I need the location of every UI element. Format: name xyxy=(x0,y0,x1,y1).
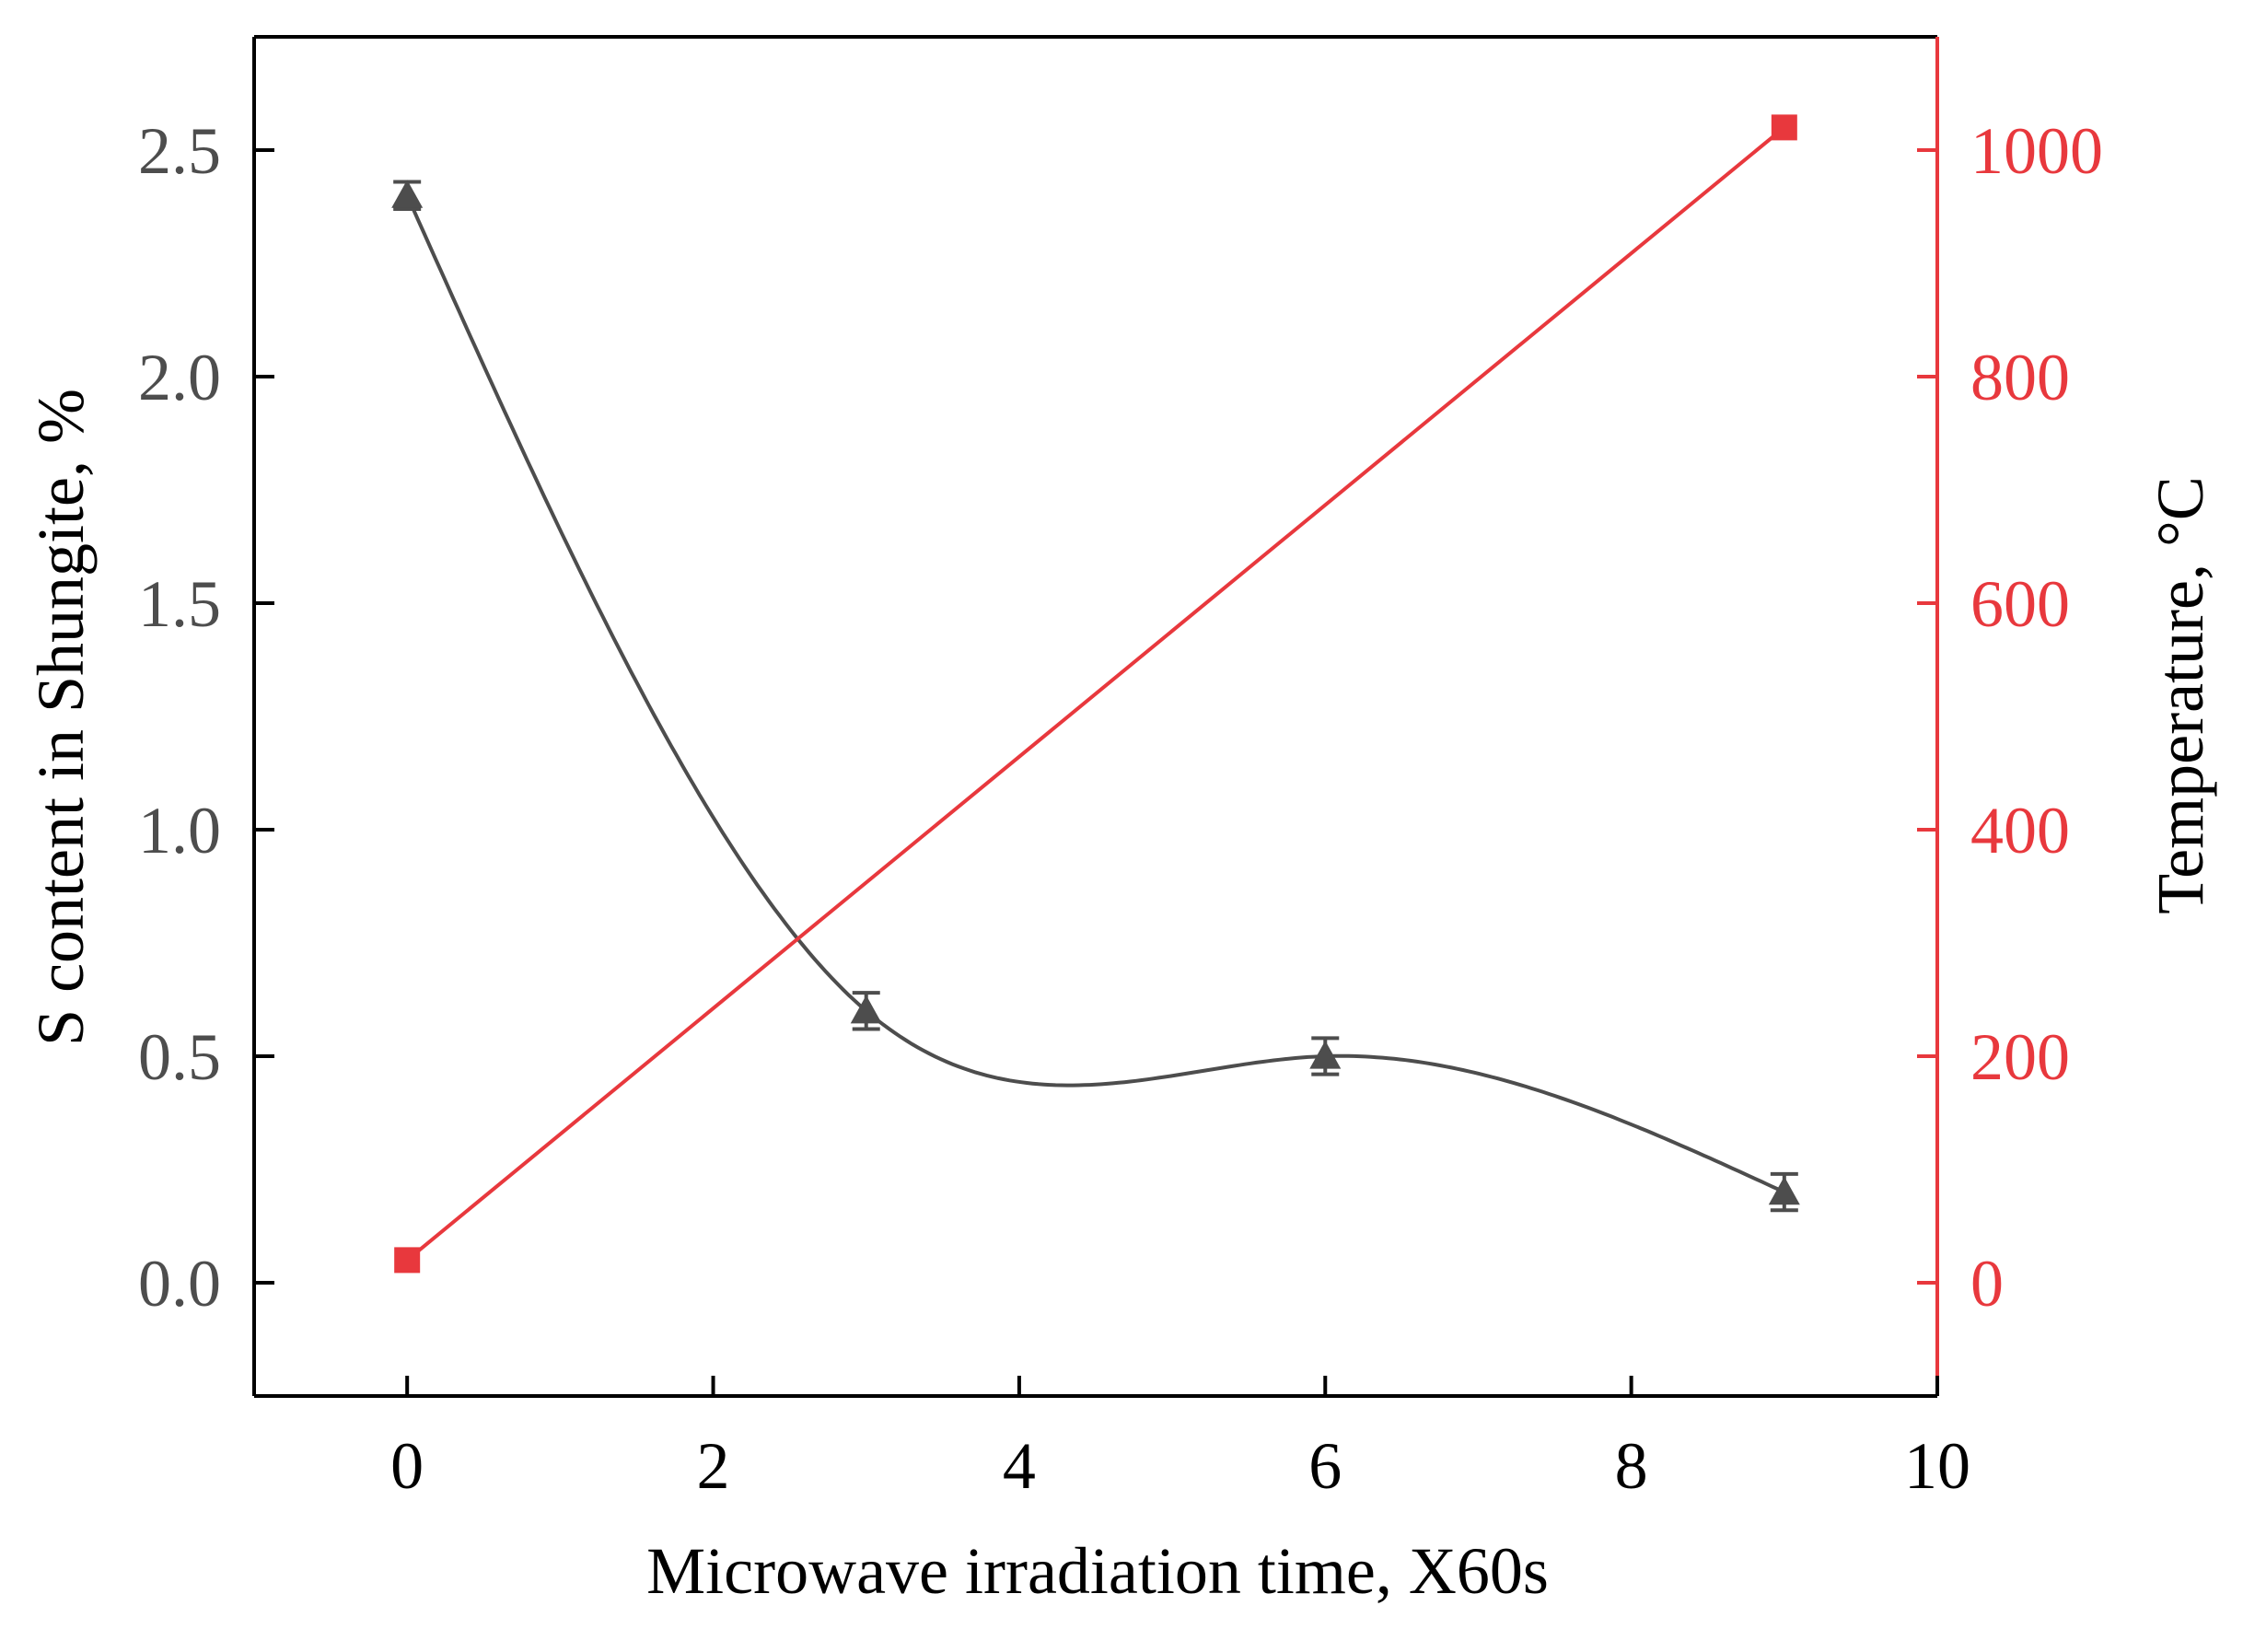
left-y-tick-label: 2.0 xyxy=(138,341,221,414)
temperature-line xyxy=(405,125,1786,1262)
temperature-data-point xyxy=(394,1247,421,1274)
left-y-tick-label: 2.5 xyxy=(138,114,221,188)
sulfur-data-point xyxy=(1309,1041,1342,1069)
right-y-tick-label: 400 xyxy=(1970,794,2070,867)
sulfur-data-point xyxy=(391,180,424,208)
left-y-tick-label: 0.5 xyxy=(138,1020,221,1094)
sulfur-content-line xyxy=(405,194,1785,1194)
right-y-tick-label: 600 xyxy=(1970,567,2070,641)
right-y-tick-label: 800 xyxy=(1970,341,2070,414)
left-y-tick-label: 1.5 xyxy=(138,567,221,641)
left-y-tick-label: 1.0 xyxy=(138,794,221,867)
right-y-axis-ticks: 0 200 400 600 800 1000 xyxy=(1917,114,2103,1320)
right-y-axis-title: Temperature, °C xyxy=(2144,476,2217,914)
temperature-data-point xyxy=(1771,114,1797,141)
x-tick-label: 2 xyxy=(697,1429,730,1503)
left-y-tick-label: 0.0 xyxy=(138,1247,221,1320)
plot-frame xyxy=(252,35,1939,1398)
left-y-axis-ticks: 0.0 0.5 1.0 1.5 2.0 2.5 xyxy=(138,114,274,1320)
x-tick-label: 0 xyxy=(390,1429,424,1503)
sulfur-data-point xyxy=(850,995,882,1024)
series-layer xyxy=(391,114,1800,1274)
x-tick-label: 6 xyxy=(1308,1429,1342,1503)
x-axis-title: Microwave irradiation time, X60s xyxy=(646,1534,1549,1608)
sulfur-data-point xyxy=(1768,1176,1800,1205)
x-tick-label: 4 xyxy=(1003,1429,1036,1503)
x-tick-label: 10 xyxy=(1904,1429,1970,1503)
x-axis: 0 2 4 6 8 10 xyxy=(390,1376,1970,1503)
right-y-tick-label: 1000 xyxy=(1970,114,2103,188)
x-tick-label: 8 xyxy=(1615,1429,1648,1503)
right-y-tick-label: 0 xyxy=(1970,1247,2004,1320)
right-y-tick-label: 200 xyxy=(1970,1020,2070,1094)
left-y-axis-title: S content in Shungite, % xyxy=(24,389,98,1046)
